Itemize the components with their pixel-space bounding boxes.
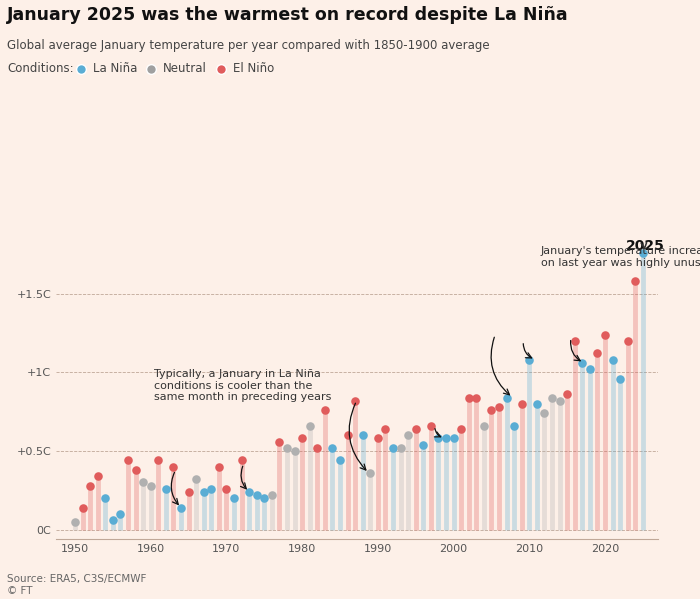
Point bbox=[508, 421, 519, 431]
Point bbox=[463, 393, 475, 403]
Point bbox=[561, 389, 573, 399]
Point bbox=[418, 440, 429, 449]
Point bbox=[183, 487, 194, 497]
Point bbox=[77, 503, 88, 512]
Point bbox=[198, 487, 209, 497]
Point bbox=[236, 456, 247, 465]
Point bbox=[92, 471, 103, 481]
Point bbox=[440, 434, 452, 443]
Point bbox=[395, 443, 406, 453]
Text: Source: ERA5, C3S/ECMWF: Source: ERA5, C3S/ECMWF bbox=[7, 574, 146, 584]
Point bbox=[335, 456, 346, 465]
Point bbox=[145, 481, 156, 491]
Point bbox=[478, 421, 489, 431]
Point bbox=[425, 421, 436, 431]
Point bbox=[539, 409, 550, 418]
Point bbox=[554, 396, 565, 406]
Point bbox=[622, 336, 634, 346]
Point bbox=[69, 517, 80, 527]
Point bbox=[244, 487, 255, 497]
Point bbox=[327, 443, 338, 453]
Point bbox=[615, 374, 626, 383]
Point bbox=[524, 355, 535, 365]
Text: La Niña: La Niña bbox=[93, 62, 137, 75]
Point bbox=[266, 490, 277, 500]
Point bbox=[456, 424, 467, 434]
Text: 2025: 2025 bbox=[626, 238, 664, 253]
Point bbox=[569, 336, 580, 346]
Point bbox=[448, 434, 459, 443]
Text: El Niño: El Niño bbox=[233, 62, 274, 75]
Point bbox=[319, 406, 330, 415]
Text: Typically, a January in La Niña
conditions is cooler than the
same month in prec: Typically, a January in La Niña conditio… bbox=[155, 369, 332, 403]
Point bbox=[312, 443, 323, 453]
Point bbox=[107, 515, 118, 525]
Point bbox=[160, 484, 172, 494]
Point bbox=[380, 424, 391, 434]
Point bbox=[168, 462, 179, 471]
Text: Global average January temperature per year compared with 1850-1900 average: Global average January temperature per y… bbox=[7, 39, 489, 52]
Point bbox=[410, 424, 421, 434]
Text: January's temperature increase
on last year was highly unusual: January's temperature increase on last y… bbox=[540, 247, 700, 268]
Point bbox=[206, 484, 217, 494]
Point bbox=[175, 503, 186, 512]
Text: Neutral: Neutral bbox=[163, 62, 207, 75]
Point bbox=[214, 462, 225, 471]
Point bbox=[470, 393, 482, 403]
Point bbox=[85, 481, 96, 491]
Point bbox=[592, 349, 603, 358]
Point bbox=[304, 421, 315, 431]
Point bbox=[281, 443, 293, 453]
Point bbox=[274, 437, 285, 446]
Point bbox=[494, 402, 505, 412]
Point bbox=[228, 494, 239, 503]
Point bbox=[516, 399, 527, 409]
Point bbox=[190, 474, 202, 484]
Point bbox=[297, 434, 308, 443]
Point bbox=[402, 431, 414, 440]
Point bbox=[99, 494, 111, 503]
Point bbox=[365, 468, 376, 478]
Point bbox=[289, 446, 300, 456]
Point bbox=[130, 465, 141, 474]
Point bbox=[137, 477, 148, 487]
Point bbox=[531, 399, 542, 409]
Point bbox=[501, 393, 512, 403]
Point bbox=[637, 248, 648, 258]
Point bbox=[122, 456, 134, 465]
Point bbox=[349, 396, 360, 406]
Point bbox=[577, 358, 588, 368]
Point bbox=[153, 456, 164, 465]
Point bbox=[115, 509, 126, 519]
Point bbox=[486, 406, 497, 415]
Point bbox=[599, 330, 610, 340]
Text: © FT: © FT bbox=[7, 586, 32, 596]
Point bbox=[547, 393, 558, 403]
Point bbox=[433, 434, 444, 443]
Text: Conditions:: Conditions: bbox=[7, 62, 74, 75]
Point bbox=[584, 364, 596, 374]
Point bbox=[258, 494, 270, 503]
Point bbox=[251, 490, 262, 500]
Point bbox=[357, 431, 368, 440]
Point bbox=[220, 484, 232, 494]
Point bbox=[607, 355, 618, 365]
Point bbox=[630, 276, 641, 286]
Point bbox=[387, 443, 398, 453]
Point bbox=[372, 434, 384, 443]
Point bbox=[342, 431, 353, 440]
Text: January 2025 was the warmest on record despite La Niña: January 2025 was the warmest on record d… bbox=[7, 6, 568, 24]
